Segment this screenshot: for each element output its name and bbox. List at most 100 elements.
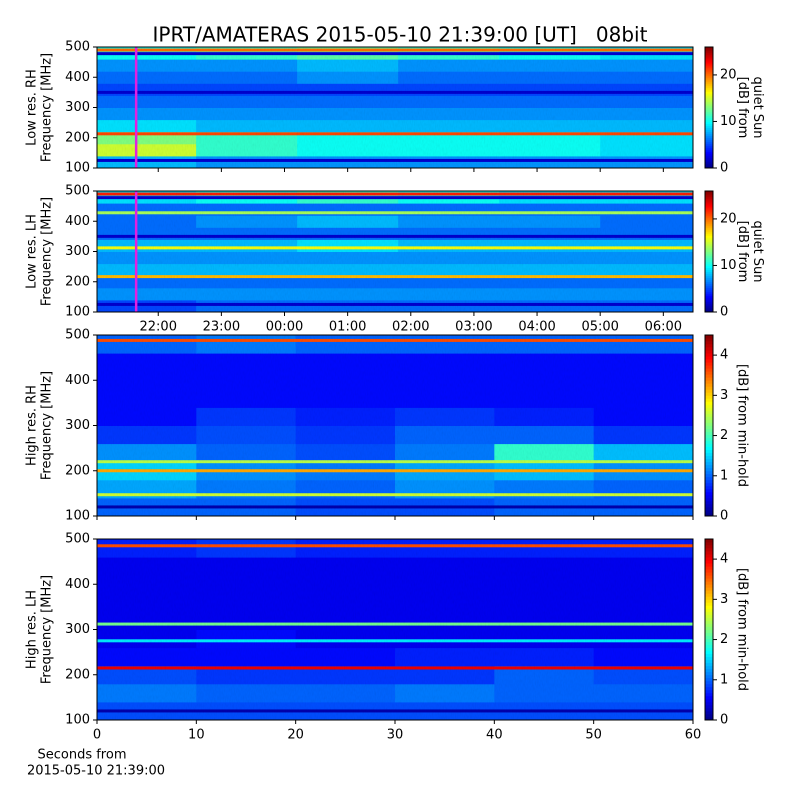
colorbar-tick-label: 0 (720, 305, 728, 320)
colorbar-step (705, 259, 713, 262)
colorbar-step (705, 111, 713, 114)
colorbar-step (705, 269, 713, 273)
colorbar-step (705, 647, 713, 652)
colorbar-step (705, 77, 713, 80)
colorbar-step (705, 599, 713, 603)
colorbar-step (705, 338, 713, 342)
colorbar-step (705, 473, 713, 478)
colorbar-step (705, 650, 713, 655)
colorbar-step (705, 73, 713, 76)
x-tick-label: 02:00 (392, 320, 429, 335)
colorbar-step (705, 107, 713, 110)
y-axis-label: High res. LH (25, 590, 40, 669)
colorbar-step (705, 548, 713, 552)
heatmap (97, 47, 694, 169)
colorbar-step (705, 365, 713, 369)
colorbar-step (705, 195, 713, 198)
colorbar-tick-label: 4 (720, 552, 728, 567)
colorbar-step (705, 542, 713, 546)
colorbar-step (705, 157, 713, 161)
colorbar-step (705, 449, 713, 454)
y-axis-label: Frequency [MHz] (40, 197, 55, 306)
colorbar-step (705, 161, 713, 165)
colorbar-tick-label: 0 (720, 509, 728, 524)
colorbar-step (705, 410, 713, 414)
colorbar-step (705, 145, 713, 149)
colorbar-step (705, 275, 713, 279)
colorbar-step (705, 569, 713, 573)
colorbar-step (705, 401, 713, 405)
colorbar-step (705, 217, 713, 220)
x-tick-label: 05:00 (581, 320, 618, 335)
y-tick-label: 400 (65, 214, 90, 229)
colorbar-step (705, 255, 713, 258)
x-tick-label: 0 (93, 728, 101, 743)
colorbar-step (705, 237, 713, 240)
y-tick-label: 500 (65, 532, 90, 547)
colorbar-label: [dB] from (735, 221, 750, 283)
colorbar-step (705, 207, 713, 210)
colorbar-step (705, 49, 713, 52)
colorbar-tick-label: 20 (720, 67, 737, 82)
colorbar-step (705, 563, 713, 567)
x-tick-label: 40 (486, 728, 503, 743)
colorbar-step (705, 101, 713, 104)
colorbar-step (705, 608, 713, 612)
colorbar-tick-label: 3 (720, 592, 728, 607)
colorbar-step (705, 283, 713, 287)
colorbar-step (705, 307, 713, 311)
colorbar-step (705, 151, 713, 155)
colorbar-step (705, 362, 713, 366)
colorbar-step (705, 497, 713, 502)
y-tick-label: 100 (65, 509, 90, 524)
colorbar-step (705, 215, 713, 218)
colorbar-step (705, 227, 713, 230)
colorbar-step (705, 65, 713, 68)
colorbar-step (705, 407, 713, 411)
colorbar-step (705, 233, 713, 236)
x-tick-label: 06:00 (645, 320, 682, 335)
colorbar-label: [dB] from min-hold (735, 364, 750, 487)
colorbar-step (705, 341, 713, 345)
colorbar-step (705, 131, 713, 135)
colorbar-step (705, 61, 713, 64)
colorbar-step (705, 596, 713, 600)
colorbar-label: [dB] from min-hold (735, 568, 750, 691)
colorbar-step (705, 309, 713, 313)
colorbar-step (705, 149, 713, 153)
colorbar-tick-label: 0 (720, 161, 728, 176)
y-tick-label: 500 (65, 328, 90, 343)
colorbar-step (705, 383, 713, 387)
colorbar-step (705, 139, 713, 143)
colorbar-step (705, 287, 713, 291)
colorbar-step (705, 253, 713, 256)
texture (97, 191, 693, 312)
colorbar-step (705, 587, 713, 591)
colorbar-step (705, 235, 713, 238)
colorbar-step (705, 470, 713, 475)
colorbar-step (705, 115, 713, 118)
colorbar-step (705, 554, 713, 558)
colorbar-step (705, 440, 713, 444)
colorbar-tick-label: 10 (720, 258, 737, 273)
colorbar-step (705, 551, 713, 555)
colorbar-step (705, 605, 713, 609)
colorbar-step (705, 47, 713, 50)
colorbar-step (705, 680, 713, 685)
colorbar-step (705, 271, 713, 275)
x-axis-label: Seconds from (37, 748, 126, 763)
colorbar-step (705, 359, 713, 363)
colorbar-step (705, 368, 713, 372)
colorbar-step (705, 404, 713, 408)
colorbar-step (705, 87, 713, 90)
y-tick-label: 200 (65, 667, 90, 682)
y-tick-label: 300 (65, 244, 90, 259)
y-axis-label: Frequency [MHz] (40, 371, 55, 480)
colorbar-step (705, 117, 713, 120)
colorbar-step (705, 380, 713, 384)
colorbar-step (705, 137, 713, 141)
colorbar-step (705, 279, 713, 283)
colorbar-step (705, 267, 713, 271)
colorbar-step (705, 584, 713, 588)
colorbar-step (705, 63, 713, 66)
